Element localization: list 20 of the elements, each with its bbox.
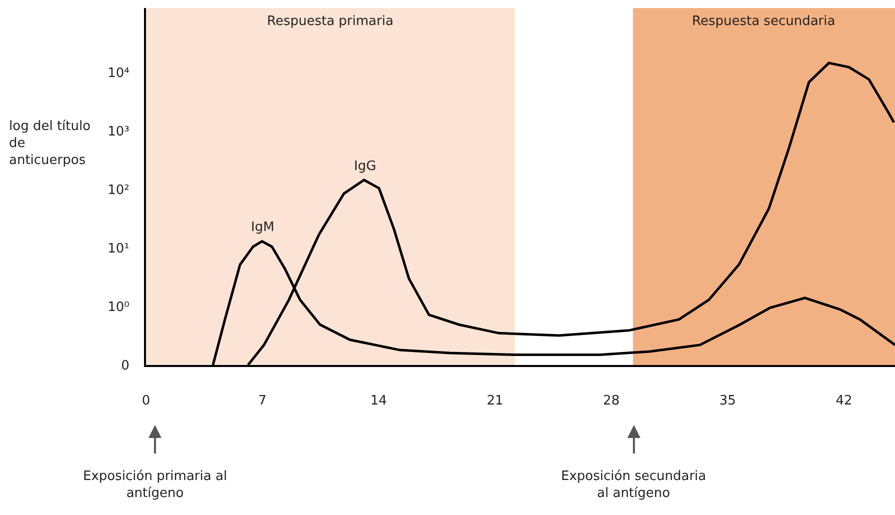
x-tick-label: 7	[258, 394, 266, 409]
annotation: IgG	[354, 159, 376, 174]
x-tick-label: 21	[486, 394, 504, 409]
y-tick-label: 10³	[108, 124, 130, 140]
x-tick-label: 28	[603, 394, 620, 409]
annotation: IgM	[251, 220, 274, 235]
y-tick-label: 0	[121, 358, 130, 374]
y-tick-label: 10⁴	[108, 66, 130, 81]
x-tick-label: 35	[719, 394, 736, 409]
y-axis-title: log del título de anticuerpos	[9, 119, 91, 168]
x-tick-label: 42	[836, 394, 852, 409]
y-tick-label: 10⁰	[108, 300, 130, 316]
y-tick-label: 10²	[108, 182, 130, 198]
y-tick-label: 10¹	[108, 242, 130, 257]
x-tick-label: 0	[142, 394, 150, 409]
text: Exposición primaria al antígeno	[83, 469, 228, 501]
band-label: Respuesta primaria	[267, 14, 394, 29]
band-label: Respuesta secundaria	[692, 14, 836, 29]
text: Exposición secundaria al antígeno	[561, 469, 706, 501]
x-tick-label: 14	[370, 394, 387, 409]
